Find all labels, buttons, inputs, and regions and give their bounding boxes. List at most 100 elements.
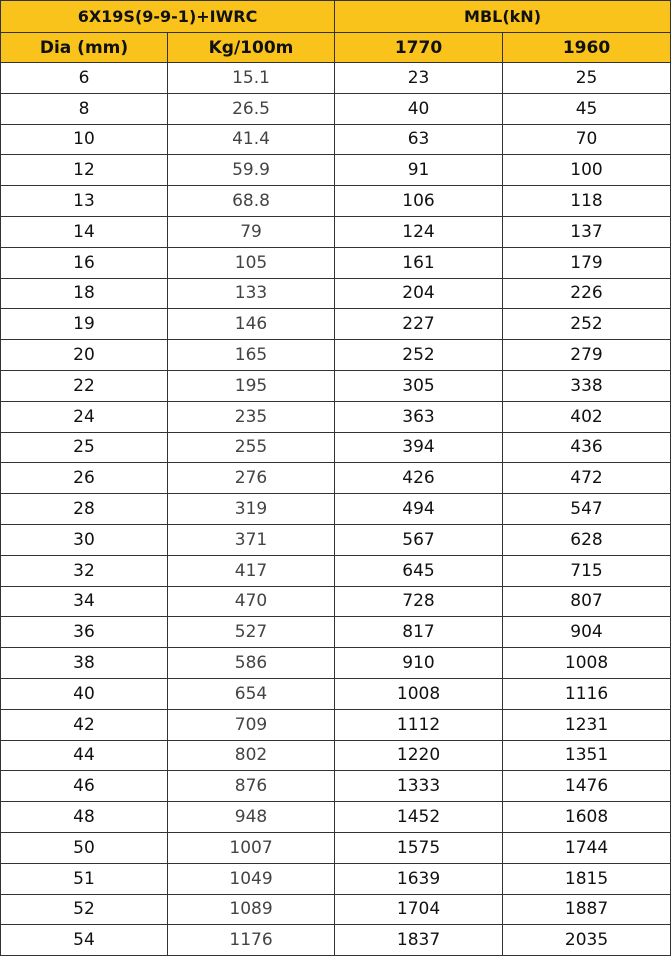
table-row: 8 26.5 40 45 — [0, 92, 671, 125]
cell-diameter: 54 — [0, 924, 168, 957]
table-row: 54 1176 1837 2035 — [0, 924, 671, 957]
cell-mbl-1770: 91 — [334, 154, 504, 187]
cell-diameter: 24 — [0, 400, 168, 433]
cell-mbl-1960: 45 — [502, 92, 671, 125]
cell-mbl-1960: 472 — [502, 462, 671, 495]
table-row: 34 470 728 807 — [0, 585, 671, 618]
cell-diameter: 18 — [0, 277, 168, 310]
cell-mbl-1770: 394 — [334, 431, 504, 464]
cell-weight: 105 — [166, 246, 336, 279]
cell-mbl-1960: 118 — [502, 185, 671, 217]
cell-diameter: 12 — [0, 154, 168, 187]
table-row: 28 319 494 547 — [0, 493, 671, 525]
cell-mbl-1960: 715 — [502, 554, 671, 587]
column-header-weight: Kg/100m — [166, 32, 336, 63]
cell-diameter: 22 — [0, 369, 168, 402]
cell-mbl-1770: 1575 — [334, 831, 504, 864]
cell-mbl-1770: 106 — [334, 185, 504, 217]
table-row: 10 41.4 63 70 — [0, 123, 671, 156]
cell-weight: 276 — [166, 462, 336, 495]
table-row: 44 802 1220 1351 — [0, 739, 671, 772]
cell-mbl-1770: 1220 — [334, 739, 504, 772]
cell-mbl-1770: 363 — [334, 400, 504, 433]
cell-weight: 41.4 — [166, 123, 336, 156]
table-row: 25 255 394 436 — [0, 431, 671, 464]
cell-mbl-1960: 1116 — [502, 677, 671, 710]
cell-weight: 470 — [166, 585, 336, 618]
cell-weight: 195 — [166, 369, 336, 402]
cell-mbl-1960: 1351 — [502, 739, 671, 772]
table-row: 22 195 305 338 — [0, 369, 671, 402]
cell-weight: 133 — [166, 277, 336, 310]
cell-mbl-1770: 645 — [334, 554, 504, 587]
cell-mbl-1770: 161 — [334, 246, 504, 279]
cell-weight: 1089 — [166, 893, 336, 926]
table-row: 52 1089 1704 1887 — [0, 893, 671, 926]
cell-mbl-1770: 305 — [334, 369, 504, 402]
cell-mbl-1770: 40 — [334, 92, 504, 125]
cell-diameter: 28 — [0, 493, 168, 525]
table-row: 14 79 124 137 — [0, 215, 671, 248]
cell-mbl-1770: 494 — [334, 493, 504, 525]
cell-diameter: 40 — [0, 677, 168, 710]
cell-weight: 1007 — [166, 831, 336, 864]
table-row: 30 371 567 628 — [0, 523, 671, 556]
table-row: 16 105 161 179 — [0, 246, 671, 279]
cell-diameter: 42 — [0, 708, 168, 741]
cell-mbl-1960: 547 — [502, 493, 671, 525]
cell-weight: 15.1 — [166, 62, 336, 94]
cell-diameter: 25 — [0, 431, 168, 464]
table-row: 48 948 1452 1608 — [0, 801, 671, 833]
cell-diameter: 14 — [0, 215, 168, 248]
cell-weight: 802 — [166, 739, 336, 772]
table-row: 24 235 363 402 — [0, 400, 671, 433]
cell-weight: 586 — [166, 647, 336, 679]
table-row: 20 165 252 279 — [0, 339, 671, 371]
cell-weight: 68.8 — [166, 185, 336, 217]
cell-weight: 1049 — [166, 862, 336, 895]
cell-mbl-1770: 227 — [334, 308, 504, 341]
cell-mbl-1960: 1008 — [502, 647, 671, 679]
column-header-1960: 1960 — [502, 32, 671, 63]
mbl-header: MBL(kN) — [334, 0, 671, 33]
cell-diameter: 13 — [0, 185, 168, 217]
cell-weight: 146 — [166, 308, 336, 341]
cell-diameter: 8 — [0, 92, 168, 125]
cell-diameter: 36 — [0, 616, 168, 649]
table-row: 38 586 910 1008 — [0, 647, 671, 679]
cell-mbl-1770: 1333 — [334, 770, 504, 803]
cell-diameter: 46 — [0, 770, 168, 803]
cell-weight: 59.9 — [166, 154, 336, 187]
cell-weight: 527 — [166, 616, 336, 649]
cell-mbl-1770: 567 — [334, 523, 504, 556]
cell-mbl-1960: 1815 — [502, 862, 671, 895]
cell-diameter: 38 — [0, 647, 168, 679]
cell-mbl-1770: 1639 — [334, 862, 504, 895]
cell-weight: 1176 — [166, 924, 336, 957]
cell-mbl-1770: 63 — [334, 123, 504, 156]
cell-diameter: 51 — [0, 862, 168, 895]
cell-mbl-1960: 1608 — [502, 801, 671, 833]
cell-mbl-1770: 1452 — [334, 801, 504, 833]
cell-mbl-1960: 1231 — [502, 708, 671, 741]
cell-weight: 235 — [166, 400, 336, 433]
table-row: 12 59.9 91 100 — [0, 154, 671, 187]
cell-diameter: 34 — [0, 585, 168, 618]
cell-weight: 371 — [166, 523, 336, 556]
cell-diameter: 50 — [0, 831, 168, 864]
cell-mbl-1960: 904 — [502, 616, 671, 649]
cell-diameter: 19 — [0, 308, 168, 341]
cell-mbl-1960: 179 — [502, 246, 671, 279]
rope-construction-header: 6X19S(9-9-1)+IWRC — [0, 0, 336, 33]
cell-mbl-1770: 1008 — [334, 677, 504, 710]
cell-mbl-1960: 436 — [502, 431, 671, 464]
table-body: 6 15.1 23 25 8 26.5 40 45 10 41.4 63 70 12 59.9 91 100 1… — [0, 62, 671, 957]
cell-diameter: 48 — [0, 801, 168, 833]
cell-mbl-1960: 137 — [502, 215, 671, 248]
cell-diameter: 32 — [0, 554, 168, 587]
cell-diameter: 16 — [0, 246, 168, 279]
table-row: 42 709 1112 1231 — [0, 708, 671, 741]
cell-weight: 876 — [166, 770, 336, 803]
cell-weight: 709 — [166, 708, 336, 741]
table-row: 36 527 817 904 — [0, 616, 671, 649]
